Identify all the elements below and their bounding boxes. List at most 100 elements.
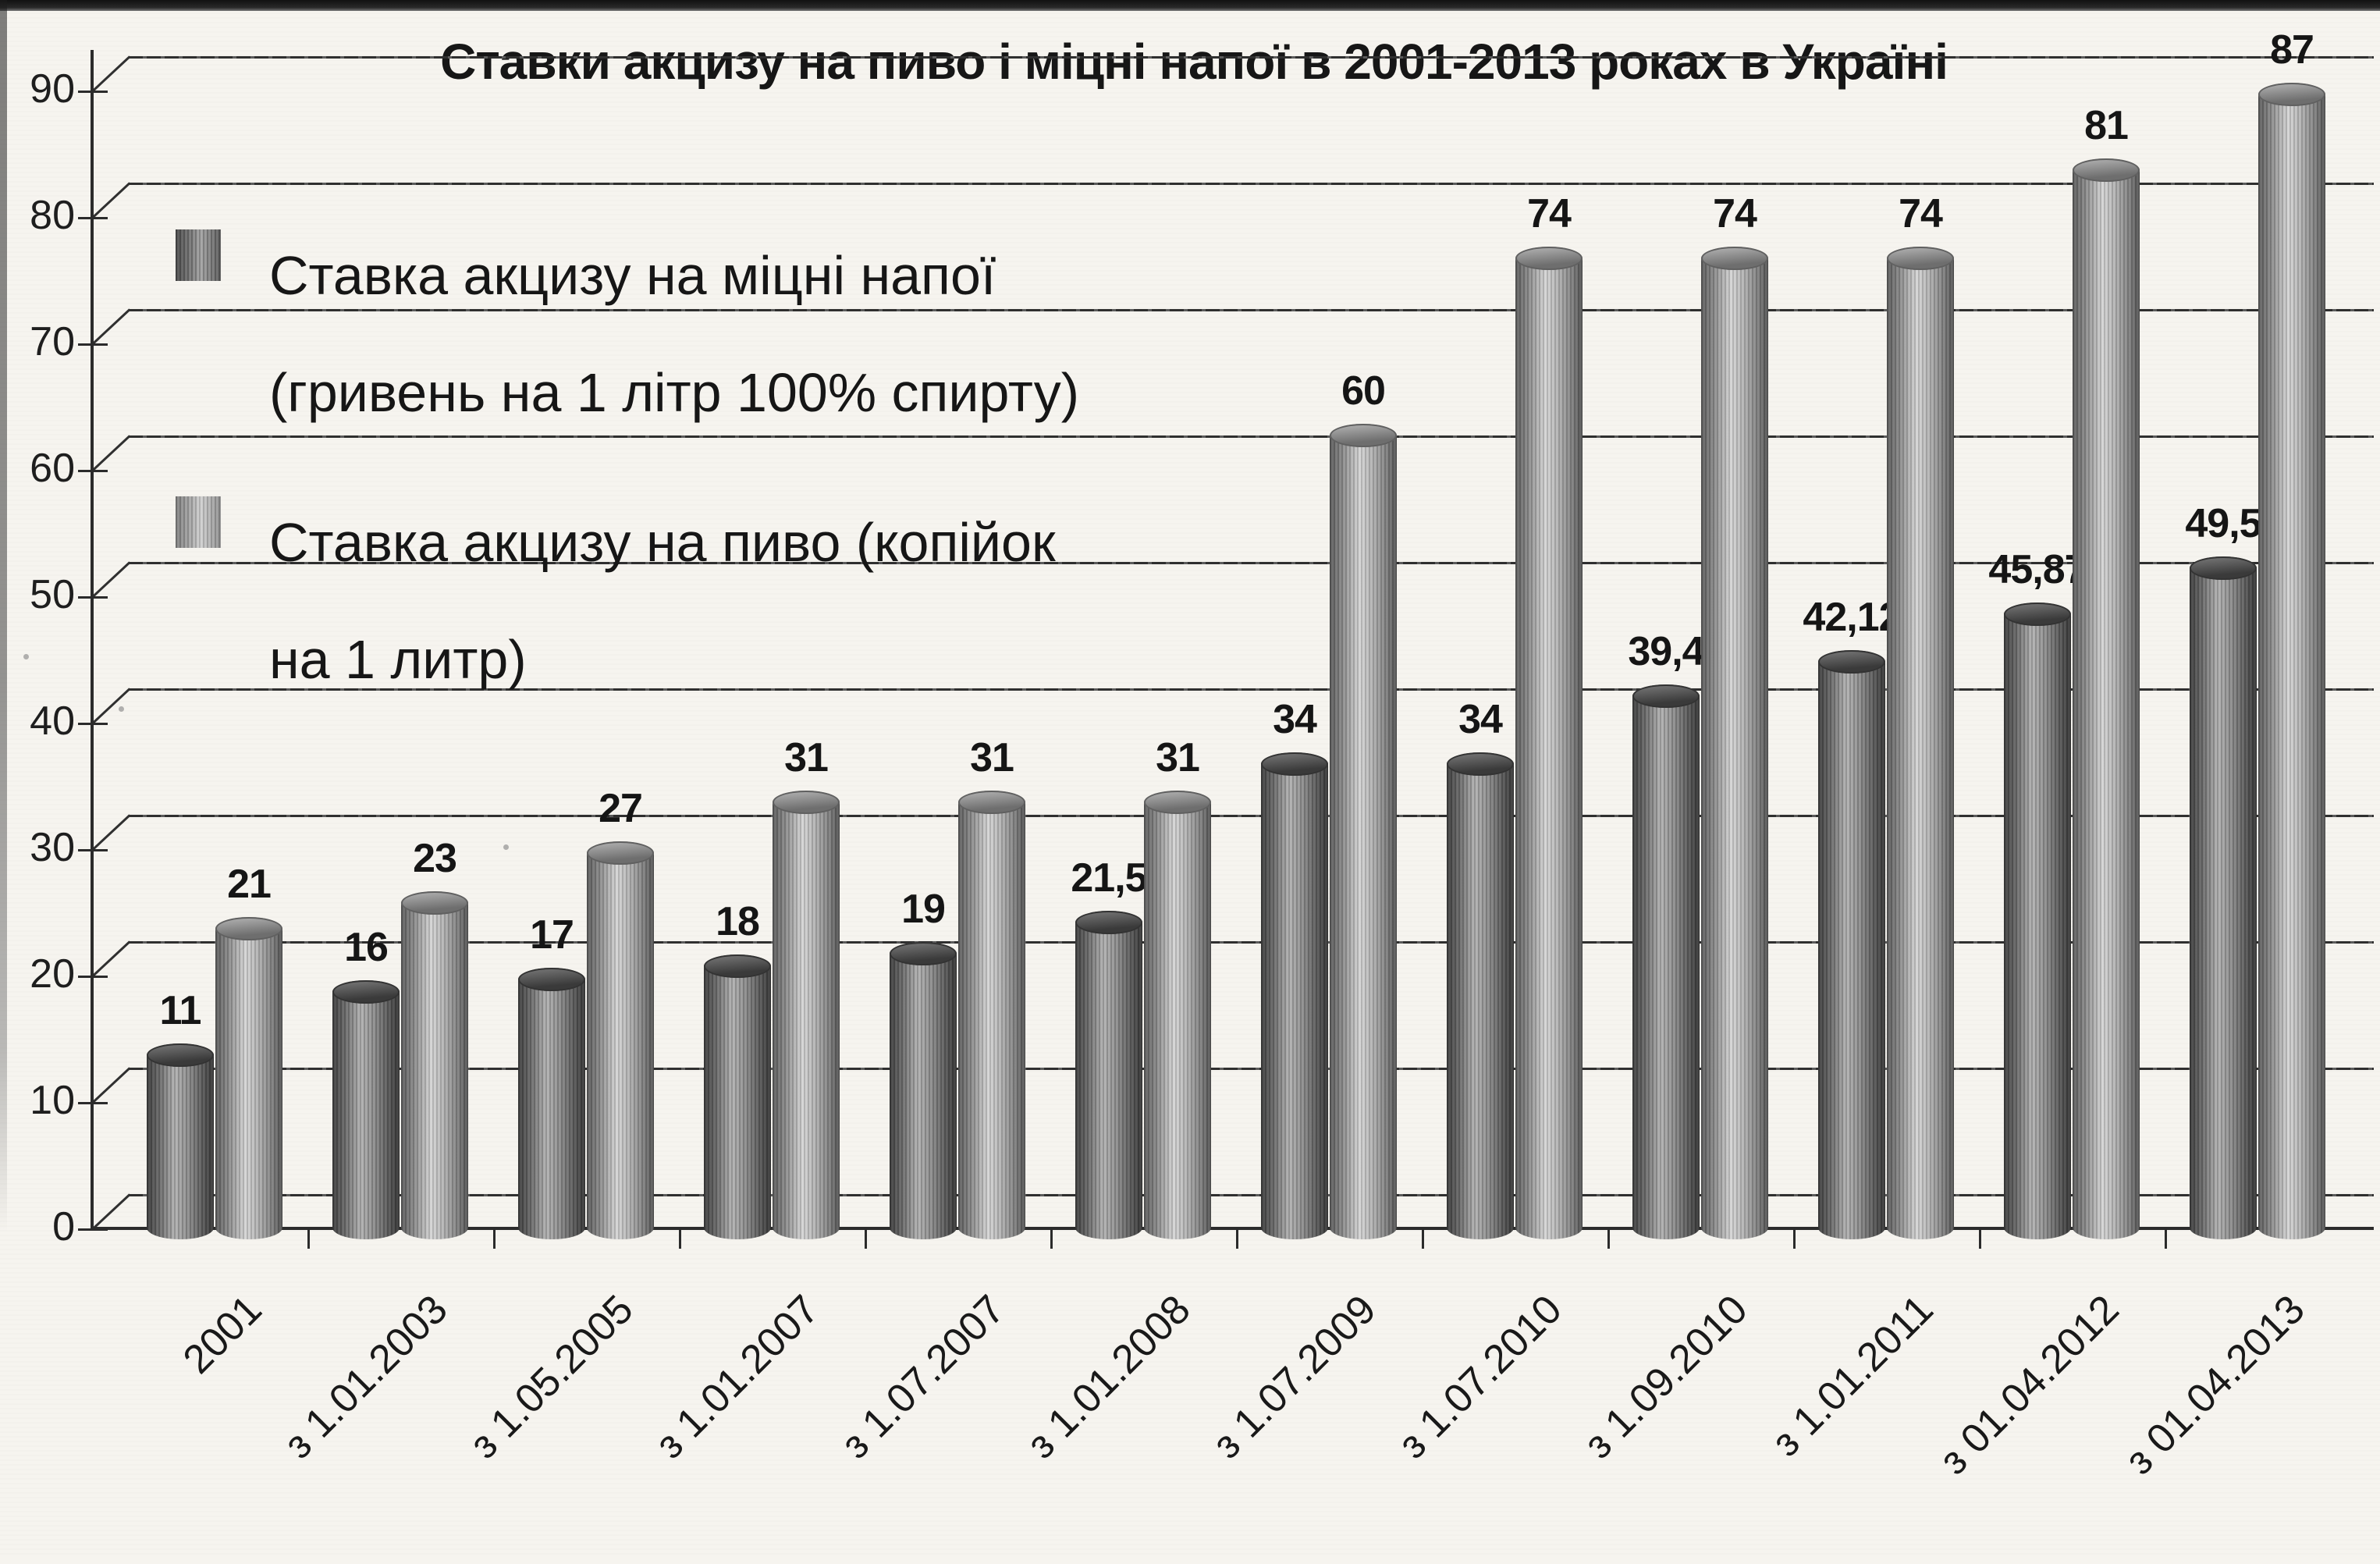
gridline-diagonal-60: [91, 435, 131, 472]
bar-strong-з 01.04.2012: [2004, 602, 2071, 1239]
legend-label-strong-drinks: Ставка акцизу на міцні напої (гривень на…: [269, 217, 1206, 451]
bar-top-ellipse: [1075, 910, 1142, 934]
bar-shaft: [1330, 435, 1397, 1239]
legend-label-beer: Ставка акцизу на пиво (копійок на 1 литр…: [269, 484, 1206, 718]
value-label-strong-з 1.01.2003: 16: [344, 924, 389, 970]
bar-top-ellipse: [2073, 158, 2140, 182]
gridline-diagonal-20: [91, 940, 131, 978]
x-axis-tick-2: [493, 1228, 496, 1249]
bar-shaft: [518, 979, 585, 1239]
bar-beer-з 1.07.2010: [1515, 247, 1583, 1239]
y-axis-label-10: 10: [30, 1078, 75, 1123]
bar-strong-з 1.01.2007: [704, 954, 771, 1239]
bar-beer-з 1.07.2007: [958, 790, 1025, 1239]
gridline-40: [129, 688, 2374, 691]
x-axis-tick-5: [1050, 1228, 1053, 1249]
bar-top-ellipse: [1515, 247, 1583, 271]
value-label-beer-з 1.09.2010: 74: [1713, 191, 1757, 237]
x-axis-baseline: [91, 1227, 2374, 1230]
bar-shaft: [2073, 169, 2140, 1239]
bar-shaft: [2258, 94, 2325, 1239]
value-label-beer-з 1.07.2010: 74: [1527, 191, 1572, 237]
gridline-30: [129, 815, 2374, 817]
value-label-strong-з 1.07.2009: 34: [1273, 697, 1317, 743]
bar-shaft: [890, 954, 957, 1239]
bar-shaft: [2190, 568, 2257, 1239]
value-label-strong-з 1.07.2007: 19: [901, 887, 946, 933]
bar-strong-2001: [147, 1043, 214, 1239]
bar-strong-з 1.01.2011: [1818, 649, 1885, 1239]
y-axis-label-40: 40: [30, 698, 75, 744]
bar-shaft: [1447, 764, 1514, 1239]
value-label-beer-з 1.01.2007: 31: [784, 734, 829, 780]
bar-beer-з 1.01.2011: [1887, 247, 1954, 1239]
gridline-diagonal-40: [91, 688, 131, 725]
bar-strong-з 1.07.2009: [1261, 752, 1328, 1239]
bar-strong-з 1.01.2008: [1075, 910, 1142, 1239]
bar-shaft: [147, 1054, 214, 1239]
bar-top-ellipse: [2004, 602, 2071, 626]
legend-label-line: Ставка акцизу на пиво (копійок: [269, 512, 1056, 573]
scan-top-edge: [0, 0, 2380, 11]
value-label-strong-з 1.01.2011: 42,12: [1803, 594, 1901, 640]
value-label-strong-2001: 11: [159, 987, 202, 1033]
bar-beer-з 1.09.2010: [1701, 247, 1768, 1239]
gridline-diagonal-70: [91, 308, 131, 346]
bar-shaft: [587, 852, 654, 1239]
y-axis-label-50: 50: [30, 572, 75, 617]
value-label-beer-2001: 21: [227, 861, 272, 907]
bar-beer-з 1.01.2008: [1144, 790, 1211, 1239]
bar-strong-з 1.01.2003: [332, 979, 400, 1239]
gridline-diagonal-0: [91, 1193, 131, 1231]
bar-shaft: [773, 802, 840, 1239]
bar-beer-з 1.01.2007: [773, 790, 840, 1239]
bar-beer-з 1.07.2009: [1330, 424, 1397, 1239]
gridline-70: [129, 309, 2374, 311]
legend-item-strong-drinks: Ставка акцизу на міцні напої (гривень на…: [176, 217, 1206, 451]
x-axis-tick-7: [1422, 1228, 1424, 1249]
bar-shaft: [1515, 258, 1583, 1239]
bar-shaft: [1144, 802, 1211, 1239]
bar-top-ellipse: [704, 954, 771, 979]
value-label-beer-з 1.01.2011: 74: [1899, 191, 1943, 237]
bar-shaft: [1701, 258, 1768, 1239]
y-axis-label-0: 0: [52, 1204, 75, 1249]
bar-strong-з 1.07.2007: [890, 942, 957, 1239]
gridline-90: [129, 56, 2374, 59]
bar-strong-з 1.09.2010: [1632, 684, 1700, 1239]
gridline-50: [129, 562, 2374, 564]
y-axis-line: [91, 50, 94, 1230]
value-label-beer-з 1.07.2007: 31: [970, 734, 1014, 780]
gridline-10: [129, 1068, 2374, 1070]
x-axis-tick-1: [307, 1228, 310, 1249]
value-label-beer-з 1.05.2005: 27: [599, 785, 643, 831]
bar-shaft: [958, 802, 1025, 1239]
value-label-beer-з 01.04.2013: 87: [2270, 27, 2314, 73]
bar-beer-з 1.05.2005: [587, 841, 654, 1239]
value-label-strong-з 1.05.2005: 17: [530, 912, 574, 958]
value-label-strong-з 1.09.2010: 39,4: [1628, 628, 1704, 674]
bar-top-ellipse: [2190, 556, 2257, 581]
gridline-diagonal-50: [91, 561, 131, 599]
x-axis-tick-3: [679, 1228, 681, 1249]
bar-strong-з 1.05.2005: [518, 967, 585, 1239]
bar-shaft: [1075, 922, 1142, 1239]
legend-label-line: Ставка акцизу на міцні напої: [269, 245, 996, 306]
x-axis-tick-4: [865, 1228, 867, 1249]
gridline-60: [129, 435, 2374, 438]
value-label-strong-з 1.07.2010: 34: [1458, 697, 1503, 743]
gridline-diagonal-10: [91, 1067, 131, 1104]
bar-top-ellipse: [2258, 82, 2325, 106]
scan-left-edge: [0, 0, 7, 1233]
x-axis-tick-10: [1979, 1228, 1981, 1249]
y-axis-label-60: 60: [30, 446, 75, 491]
value-label-strong-з 01.04.2013: 49,5: [2185, 501, 2261, 547]
x-axis-tick-8: [1607, 1228, 1610, 1249]
value-label-strong-з 1.01.2007: 18: [716, 899, 760, 945]
scan-dot: [23, 654, 29, 659]
gridline-diagonal-80: [91, 182, 131, 219]
bar-top-ellipse: [1818, 649, 1885, 674]
bar-strong-з 01.04.2013: [2190, 556, 2257, 1239]
value-label-strong-з 1.01.2008: 21,5: [1071, 855, 1147, 901]
bar-beer-з 01.04.2012: [2073, 158, 2140, 1239]
